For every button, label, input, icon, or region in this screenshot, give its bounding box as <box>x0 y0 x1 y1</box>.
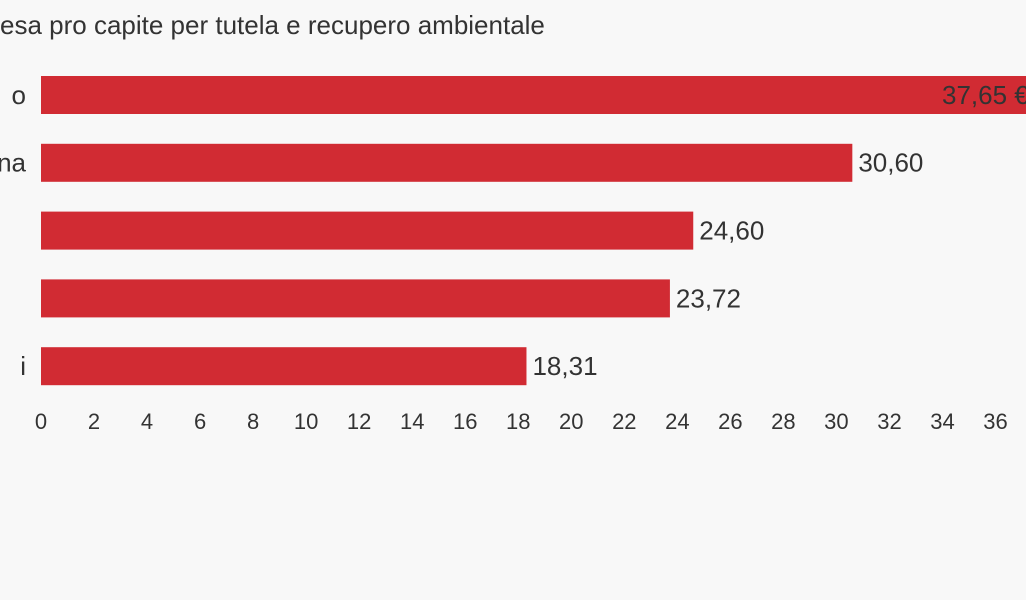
x-tick-label: 4 <box>141 409 153 434</box>
x-tick-label: 16 <box>453 409 477 434</box>
bar <box>41 76 1026 114</box>
y-tick-label: i <box>20 351 26 381</box>
y-tick-label: na <box>0 148 27 178</box>
x-tick-label: 30 <box>824 409 848 434</box>
x-tick-label: 28 <box>771 409 795 434</box>
value-label: 30,60 <box>858 148 923 178</box>
x-tick-label: 32 <box>877 409 901 434</box>
x-tick-label: 0 <box>35 409 47 434</box>
x-tick-label: 24 <box>665 409 689 434</box>
x-tick-label: 2 <box>88 409 100 434</box>
y-tick-label: o <box>12 80 26 110</box>
x-tick-label: 20 <box>559 409 583 434</box>
bar <box>41 143 853 182</box>
x-tick-label: 8 <box>247 409 259 434</box>
value-label: 23,72 <box>676 283 741 313</box>
chart-title: esa pro capite per tutela e recupero amb… <box>0 10 545 40</box>
x-tick-label: 6 <box>194 409 206 434</box>
value-label: 24,60 <box>699 215 764 245</box>
bar <box>41 279 670 318</box>
x-tick-label: 10 <box>294 409 318 434</box>
bar <box>41 211 694 250</box>
x-tick-label: 14 <box>400 409 424 434</box>
x-tick-label: 36 <box>983 409 1007 434</box>
x-tick-label: 18 <box>506 409 530 434</box>
x-tick-label: 12 <box>347 409 371 434</box>
x-tick-label: 26 <box>718 409 742 434</box>
x-tick-label: 34 <box>930 409 954 434</box>
bar <box>41 347 527 386</box>
value-label: 18,31 <box>532 351 597 381</box>
value-label: 37,65 € <box>942 80 1026 110</box>
x-tick-label: 22 <box>612 409 636 434</box>
